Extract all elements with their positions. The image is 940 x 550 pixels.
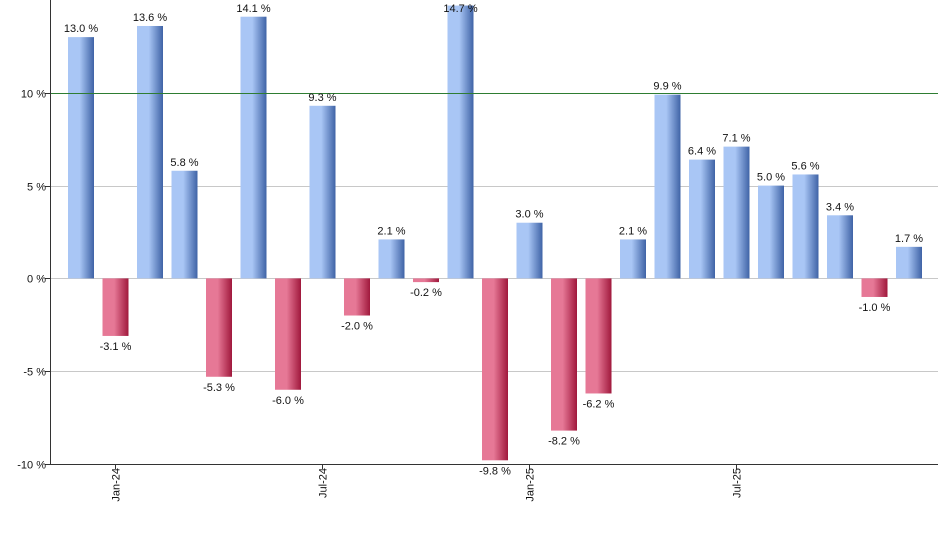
- axes: -10 % -5 % 0 % 5 % 10 % Jan-24 Jul-24 Jan-25 Jul…: [17, 0, 938, 502]
- bar-positive: [792, 174, 819, 279]
- bar-negative: [482, 278, 508, 461]
- bar-negative: [275, 278, 301, 390]
- data-label: 3.0 %: [515, 209, 543, 221]
- data-label: 5.8 %: [170, 157, 198, 169]
- bar-negative: [102, 278, 129, 336]
- data-label: -0.2 %: [410, 287, 442, 299]
- bar-negative: [206, 278, 232, 377]
- bar-negative: [861, 278, 888, 297]
- bar-positive: [758, 185, 784, 279]
- bar-positive: [723, 146, 750, 279]
- y-tick-label: 10 %: [21, 89, 46, 101]
- bar-positive: [240, 16, 267, 279]
- bar-positive: [447, 5, 474, 279]
- bars: [68, 5, 922, 461]
- data-label: 3.4 %: [826, 201, 854, 213]
- data-label: 9.3 %: [308, 92, 336, 104]
- y-tick-label: -5 %: [23, 367, 46, 379]
- bar-positive: [896, 246, 922, 279]
- data-label: 5.6 %: [791, 160, 819, 172]
- data-label: 1.7 %: [895, 233, 923, 245]
- bar-negative: [585, 278, 612, 394]
- data-label: -6.2 %: [583, 398, 615, 410]
- x-tick-label: Jan-24: [111, 468, 123, 502]
- data-labels: 13.0 % -3.1 % 13.6 % 5.8 % -5.3 % 14.1 % -6.0 …: [64, 3, 923, 477]
- x-tick-label: Jan-25: [525, 468, 537, 502]
- data-label: 14.7 %: [443, 3, 477, 15]
- bar-negative: [551, 278, 577, 431]
- data-label: 5.0 %: [757, 172, 785, 184]
- data-label: -6.0 %: [272, 395, 304, 407]
- data-label: -3.1 %: [100, 341, 132, 353]
- bar-positive: [171, 170, 198, 279]
- data-label: -1.0 %: [859, 302, 891, 314]
- y-tick-label: -10 %: [17, 460, 46, 472]
- bar-positive: [516, 222, 543, 279]
- data-label: 13.6 %: [133, 12, 167, 24]
- y-tick-label: 5 %: [27, 182, 46, 194]
- bar-positive: [68, 37, 94, 279]
- bar-positive: [827, 215, 853, 279]
- data-label: 7.1 %: [722, 133, 750, 145]
- bar-positive: [620, 239, 646, 279]
- data-label: -9.8 %: [479, 465, 511, 477]
- data-label: 6.4 %: [688, 146, 716, 158]
- y-tick-label: 0 %: [27, 274, 46, 286]
- bar-positive: [654, 94, 681, 279]
- data-label: 9.9 %: [653, 81, 681, 93]
- data-label: -5.3 %: [203, 382, 235, 394]
- x-tick-label: Jul-24: [318, 468, 330, 498]
- data-label: 2.1 %: [377, 225, 405, 237]
- bar-positive: [137, 25, 163, 279]
- bar-positive: [689, 159, 715, 279]
- bar-positive: [378, 239, 405, 279]
- x-tick-label: Jul-25: [732, 468, 744, 498]
- data-label: 14.1 %: [236, 3, 270, 15]
- bar-positive: [309, 105, 336, 279]
- data-label: -2.0 %: [341, 321, 373, 333]
- data-label: 2.1 %: [619, 225, 647, 237]
- data-label: 13.0 %: [64, 23, 98, 35]
- bar-negative: [413, 278, 439, 283]
- data-label: -8.2 %: [548, 436, 580, 448]
- bar-negative: [344, 278, 370, 316]
